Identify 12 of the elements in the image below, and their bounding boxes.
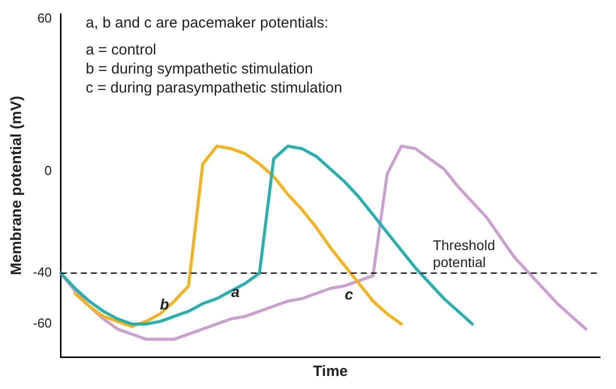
y-tick-label: -60 [32,316,52,331]
annotation: b = during sympathetic stimulation [86,60,313,78]
ref-line-label: Threshold potential [432,237,496,270]
annotation: c = during parasympathetic stimulation [86,80,342,97]
series-label: c [344,286,354,304]
y-tick-label: 0 [44,163,52,178]
y-tick-label: -40 [32,264,52,280]
x-axis-title: Time [313,363,348,380]
y-axis-title: Membrane potential (mV) [8,96,26,276]
annotation: a = control [86,42,156,59]
y-tick-label: 60 [37,10,52,26]
annotation: a, b and c are pacemaker potentials: [86,14,328,32]
